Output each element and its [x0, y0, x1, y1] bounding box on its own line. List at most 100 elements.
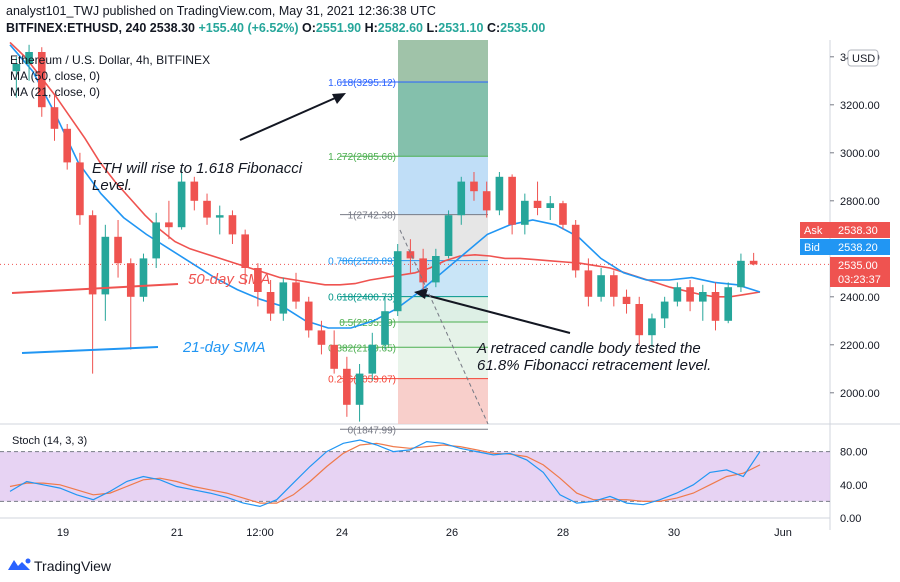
bid-label: Bid	[804, 242, 820, 254]
price-chart[interactable]: 1.618(3295.12) 1.272(2985.66) 1(2742.38) 0.…	[0, 40, 900, 552]
sma50-trendline[interactable]	[11, 283, 179, 294]
ask-price-box	[830, 222, 890, 238]
ask-label: Ask	[804, 225, 823, 237]
time-tick-label: 19	[57, 527, 69, 539]
candle-body	[559, 203, 567, 225]
candle-body	[432, 256, 440, 283]
footer: TradingView	[0, 552, 900, 582]
candle-body	[266, 292, 275, 314]
rise-arrow-head	[332, 93, 346, 104]
fib-zone-0	[398, 40, 488, 82]
candle-body	[571, 224, 580, 271]
retrace-arrow-head	[414, 288, 428, 299]
candle-body	[457, 181, 466, 216]
candle-body	[12, 64, 21, 72]
candle-body	[724, 287, 733, 321]
fib-level-label-1: 1.272(2985.66)	[328, 152, 396, 163]
fib-level-label-3: 0.786(2550.89)	[328, 257, 396, 268]
stoch-k-line	[9, 439, 761, 508]
candle-body	[126, 263, 135, 297]
candle-body	[368, 344, 377, 374]
stoch-tick-label: 0.00	[840, 513, 861, 525]
candle-body	[622, 296, 631, 304]
fib-level-label-4: 0.618(2400.73)	[328, 293, 396, 304]
candle-body	[228, 215, 237, 235]
candle-body	[406, 251, 415, 259]
candle-body	[317, 330, 326, 345]
open-value: 2551.90	[315, 21, 362, 35]
candle-body	[482, 191, 491, 211]
close-value: 2535.00	[500, 21, 546, 35]
time-tick-label: 26	[446, 527, 458, 539]
sma21-label: 21-day SMA	[182, 339, 266, 356]
tradingview-logo-icon[interactable]	[6, 556, 36, 576]
fib-zone-4	[398, 260, 488, 297]
ask-price: 2538.30	[838, 225, 878, 237]
candle-body	[749, 260, 758, 265]
fib-zone-7	[398, 347, 488, 379]
price-tick-label: 2000.00	[840, 388, 880, 400]
retrace-annotation-line2: 61.8% Fibonacci retracement level.	[477, 357, 711, 374]
candle-body	[444, 215, 453, 256]
retrace-arrow[interactable]	[417, 292, 571, 334]
retrace-annotation-line1: A retraced candle body tested the	[476, 340, 701, 357]
publisher-line: analyst101_TWJ published on TradingView.…	[6, 4, 436, 18]
candle-body	[393, 251, 402, 312]
time-tick-label: 24	[336, 527, 348, 539]
candle-body	[470, 181, 478, 192]
last-price-box	[830, 257, 890, 287]
rise-arrow[interactable]	[239, 94, 343, 141]
price-tick-label: 2200.00	[840, 340, 880, 352]
close-label: C:	[486, 21, 501, 35]
fib-zone-8	[398, 378, 488, 424]
candle-body	[165, 222, 173, 228]
last-price-label: 2535.00	[838, 260, 878, 272]
symbol-name: BITFINEX:ETHUSD, 240	[6, 21, 147, 35]
candle-body	[215, 215, 224, 218]
eth-rise-annotation-line1: ETH will rise to 1.618 Fibonacci	[92, 160, 303, 177]
candle-body	[241, 234, 249, 268]
candle-body	[419, 258, 427, 283]
sma50-label: 50-day SMA	[188, 271, 271, 288]
candle-body	[381, 311, 389, 345]
open-label: O:	[302, 21, 316, 35]
candle-body	[37, 52, 46, 108]
candle-body	[114, 236, 122, 264]
candle-body	[304, 301, 313, 331]
stoch-tick-label: 80.00	[840, 447, 868, 459]
eth-rise-annotation-line2: Level.	[92, 177, 132, 194]
candle-body	[139, 258, 148, 297]
candle-body	[533, 200, 542, 208]
candle-body	[521, 200, 529, 225]
tradingview-brand[interactable]: TradingView	[34, 558, 112, 574]
legend: Ethereum / U.S. Dollar, 4h, BITFINEX MA …	[10, 53, 210, 447]
candle-body	[495, 176, 504, 211]
fib-zone-6	[398, 321, 488, 348]
fib-level-label-2: 1(2742.38)	[348, 211, 396, 222]
candle-body	[635, 304, 644, 336]
dashed-guide-line	[399, 229, 489, 425]
candle-body	[152, 222, 160, 259]
stoch-legend: Stoch (14, 3, 3)	[12, 435, 87, 447]
candle-body	[177, 181, 186, 228]
candle-body	[254, 268, 262, 292]
price-tick-label: 2800.00	[840, 196, 880, 208]
symbol-ohlc-line: BITFINEX:ETHUSD, 240 2538.30 +155.40 (+6…	[6, 21, 545, 35]
last-price: 2538.30	[149, 21, 195, 35]
chart-header: analyst101_TWJ published on TradingView.…	[0, 0, 900, 40]
candle-body	[597, 275, 605, 297]
currency-badge[interactable]	[847, 49, 879, 67]
ma21-legend: MA (21, close, 0)	[10, 85, 100, 99]
bid-price-box	[830, 239, 890, 255]
candle-body	[737, 260, 745, 288]
candle-body	[292, 282, 300, 302]
candle-body	[76, 162, 84, 216]
time-tick-label: 21	[171, 527, 183, 539]
candle-body	[279, 282, 288, 314]
fib-zone-5	[398, 296, 488, 322]
sma21-trendline[interactable]	[21, 346, 159, 354]
candle-body	[101, 236, 110, 295]
candle-body	[330, 344, 338, 369]
candle-body	[25, 52, 33, 64]
candle-body	[50, 107, 59, 129]
